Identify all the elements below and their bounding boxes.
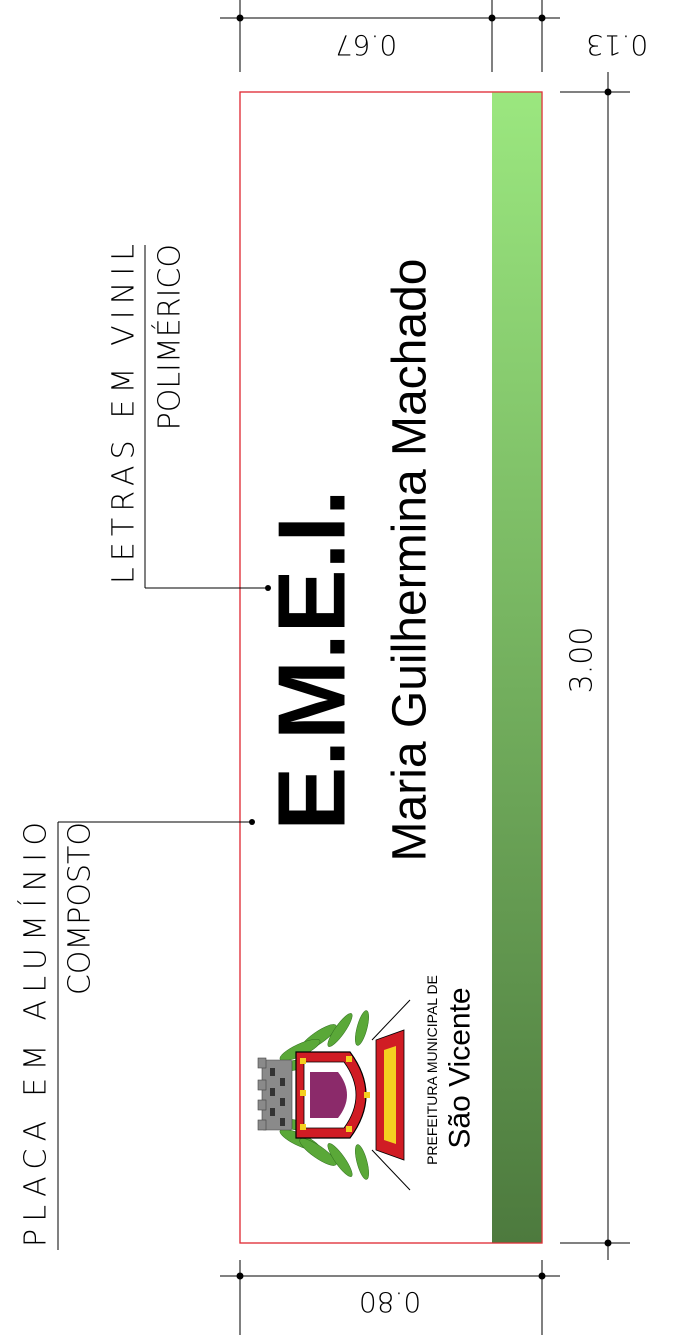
dim-tick-dot	[538, 1272, 546, 1280]
aluminum-callout-line2: COMPOSTO	[63, 822, 98, 995]
sign-title: E.M.E.I.	[259, 489, 366, 830]
dim-length-label: 3.00	[565, 627, 600, 694]
dim-tick-dot	[604, 1239, 612, 1247]
dim-tick-dot	[488, 14, 496, 22]
vinyl-callout-leader	[144, 245, 268, 589]
city-crest-emblem	[257, 999, 411, 1191]
vinyl-callout-line1: LETRAS EM VINIL	[107, 244, 142, 584]
dim-tick-dot	[538, 14, 546, 22]
dim-tick-dot	[236, 14, 244, 22]
green-gradient-strip	[492, 92, 542, 1243]
vinyl-callout-line2: POLIMÉRICO	[152, 244, 188, 430]
dim-bottom-label: 0.80	[359, 1286, 421, 1319]
logo-city-text: São Vicente	[444, 987, 477, 1148]
aluminum-callout-dot	[249, 819, 255, 825]
dim-tick-dot	[604, 88, 612, 96]
length-dimension-lines	[560, 72, 630, 1260]
dim-tick-dot	[236, 1272, 244, 1280]
vinyl-callout-dot	[265, 585, 271, 591]
aluminum-callout-line1: PLACA EM ALUMÍNIO	[18, 822, 54, 1247]
aluminum-callout-leader	[57, 821, 252, 1250]
school-name: Maria Guilhermina Machado	[384, 259, 437, 862]
top-dimension-lines	[220, 0, 560, 72]
dim-top-strip-label: 0.13	[586, 29, 648, 62]
logo-top-text: PREFEITURA MUNICIPAL DE	[424, 975, 440, 1165]
dim-top-main-label: 0.67	[335, 29, 397, 62]
